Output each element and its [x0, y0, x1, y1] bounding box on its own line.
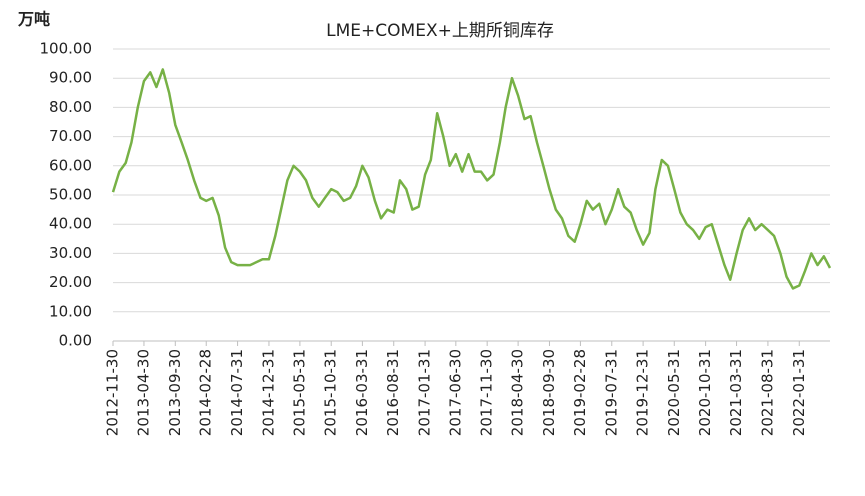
- y-tick-label: 20.00: [49, 273, 92, 291]
- x-tick-label: 2014-12-31: [259, 349, 277, 436]
- x-tick-label: 2013-09-30: [166, 349, 184, 436]
- x-tick-label: 2018-09-30: [540, 349, 558, 436]
- y-axis-label: 万吨: [17, 10, 50, 29]
- x-tick-label: 2017-01-31: [416, 349, 434, 436]
- y-tick-label: 40.00: [49, 215, 92, 233]
- y-tick-label: 80.00: [49, 98, 92, 116]
- x-tick-label: 2019-02-28: [571, 349, 589, 436]
- x-tick-label: 2012-11-30: [104, 349, 122, 436]
- x-tick-label: 2016-08-31: [384, 349, 402, 436]
- y-tick-label: 0.00: [59, 332, 92, 350]
- x-tick-label: 2014-07-31: [228, 349, 246, 436]
- x-tick-label: 2019-07-31: [602, 349, 620, 436]
- x-tick-label: 2020-05-31: [665, 349, 683, 436]
- x-tick-label: 2013-04-30: [134, 349, 152, 436]
- x-tick-label: 2021-08-31: [758, 349, 776, 436]
- y-tick-label: 10.00: [49, 302, 92, 320]
- x-tick-label: 2015-05-31: [290, 349, 308, 436]
- x-tick-label: 2016-03-31: [353, 349, 371, 436]
- y-tick-label: 60.00: [49, 156, 92, 174]
- y-tick-label: 30.00: [49, 244, 92, 262]
- y-tick-label: 50.00: [49, 186, 92, 204]
- y-tick-label: 90.00: [49, 69, 92, 87]
- x-tick-label: 2022-01-31: [790, 349, 808, 436]
- chart-title: LME+COMEX+上期所铜库存: [326, 21, 554, 41]
- y-tick-label: 100.00: [40, 40, 93, 58]
- y-tick-label: 70.00: [49, 127, 92, 145]
- x-tick-label: 2019-12-31: [634, 349, 652, 436]
- x-tick-label: 2017-11-30: [478, 349, 496, 436]
- x-tick-label: 2015-10-31: [322, 349, 340, 436]
- x-tick-label: 2014-02-28: [197, 349, 215, 436]
- x-tick-label: 2020-10-31: [696, 349, 714, 436]
- data-line: [111, 68, 832, 290]
- x-tick-label: 2017-06-30: [446, 349, 464, 436]
- x-tick-label: 2018-04-30: [509, 349, 527, 436]
- x-tick-label: 2021-03-31: [727, 349, 745, 436]
